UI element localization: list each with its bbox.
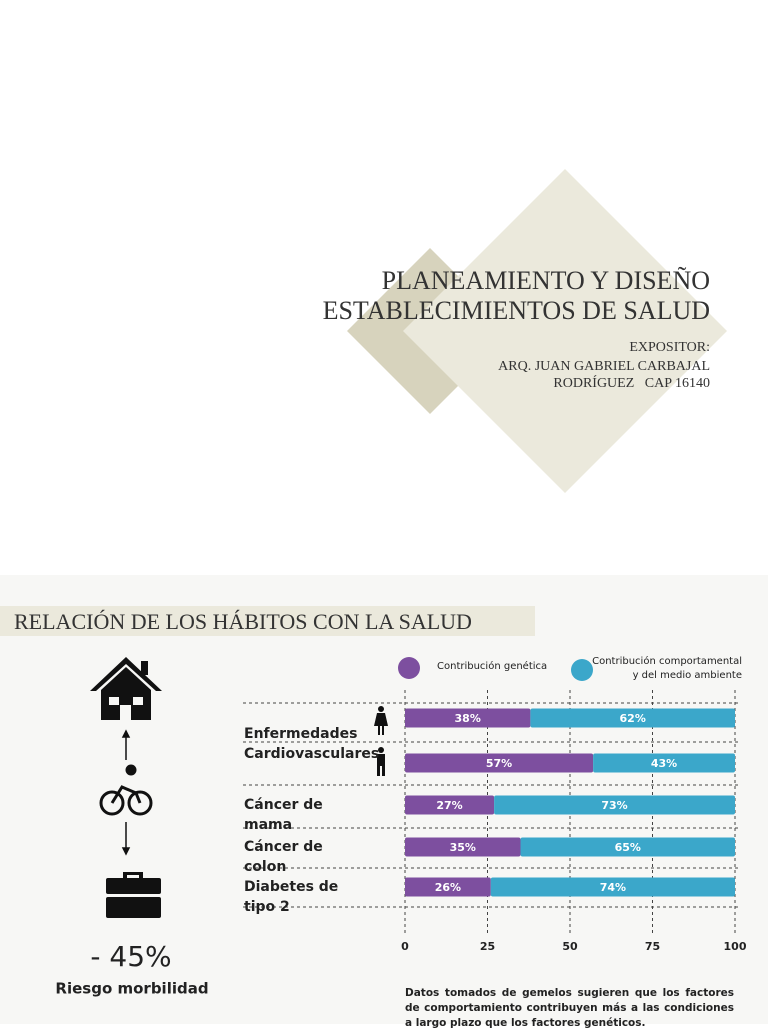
legend-marker (571, 659, 593, 681)
legend-label: Contribución genética (437, 661, 548, 672)
chart: 0 25 50 75 100 38% 62% 57% 43% 27% 73% 35% 65% 26% 74% (243, 657, 747, 953)
bar-segment (405, 753, 594, 773)
bar-segment (405, 877, 491, 897)
x-tick-label: 0 (401, 940, 409, 953)
value-label: 38% (455, 712, 481, 725)
category-label: Cáncer de mama (244, 797, 323, 833)
bar-segment (405, 795, 495, 815)
bar-segment (593, 753, 735, 773)
bar-segment (405, 837, 521, 857)
value-label: 27% (436, 799, 462, 812)
category-label: Enfermedades Cardiovasculares (244, 726, 380, 762)
bar-segment (494, 795, 735, 815)
value-label: 65% (615, 841, 641, 854)
stat-label: Riesgo morbilidad (55, 980, 208, 998)
legend-marker (398, 657, 420, 679)
category-label: Cáncer de colon (244, 839, 323, 875)
title-line: PLANEAMIENTO Y DISEÑO (382, 266, 710, 295)
bar-segment (530, 708, 735, 728)
legend-label: Contribución comportamental y del medio … (592, 656, 742, 681)
bar-segment (490, 877, 735, 897)
female-icon (374, 706, 388, 735)
value-label: 26% (435, 881, 461, 894)
bar-segment (520, 837, 735, 857)
x-tick-label: 100 (724, 940, 747, 953)
diamond-large (403, 169, 727, 493)
x-tick-label: 25 (480, 940, 495, 953)
stat: - 45% (90, 940, 171, 973)
value-label: 62% (620, 712, 646, 725)
category-label: Diabetes de tipo 2 (244, 879, 339, 915)
bike-icon (99, 764, 153, 816)
briefcase-icon (106, 872, 161, 918)
value-label: 35% (450, 841, 476, 854)
x-tick-label: 75 (645, 940, 660, 953)
presenter-line: ARQ. JUAN GABRIEL CARBAJAL (498, 359, 710, 374)
title-line: ESTABLECIMIENTOS DE SALUD (323, 296, 710, 325)
arrows (121, 729, 131, 856)
value-label: 73% (601, 799, 627, 812)
value-label: 57% (486, 757, 512, 770)
value-label: 74% (600, 881, 626, 894)
x-tick-label: 50 (562, 940, 578, 953)
male-icon (377, 747, 385, 776)
slide-title: RELACIÓN DE LOS HÁBITOS CON LA SALUD (14, 609, 472, 634)
value-label: 43% (651, 757, 677, 770)
note: Datos tomados de gemelos sugieren que lo… (405, 987, 734, 1029)
house-icon (90, 657, 162, 720)
title-band (0, 606, 535, 636)
presenter-line: EXPOSITOR: (629, 340, 710, 355)
bar-segment (405, 708, 531, 728)
presenter-line: RODRÍGUEZ CAP 16140 (553, 374, 710, 391)
